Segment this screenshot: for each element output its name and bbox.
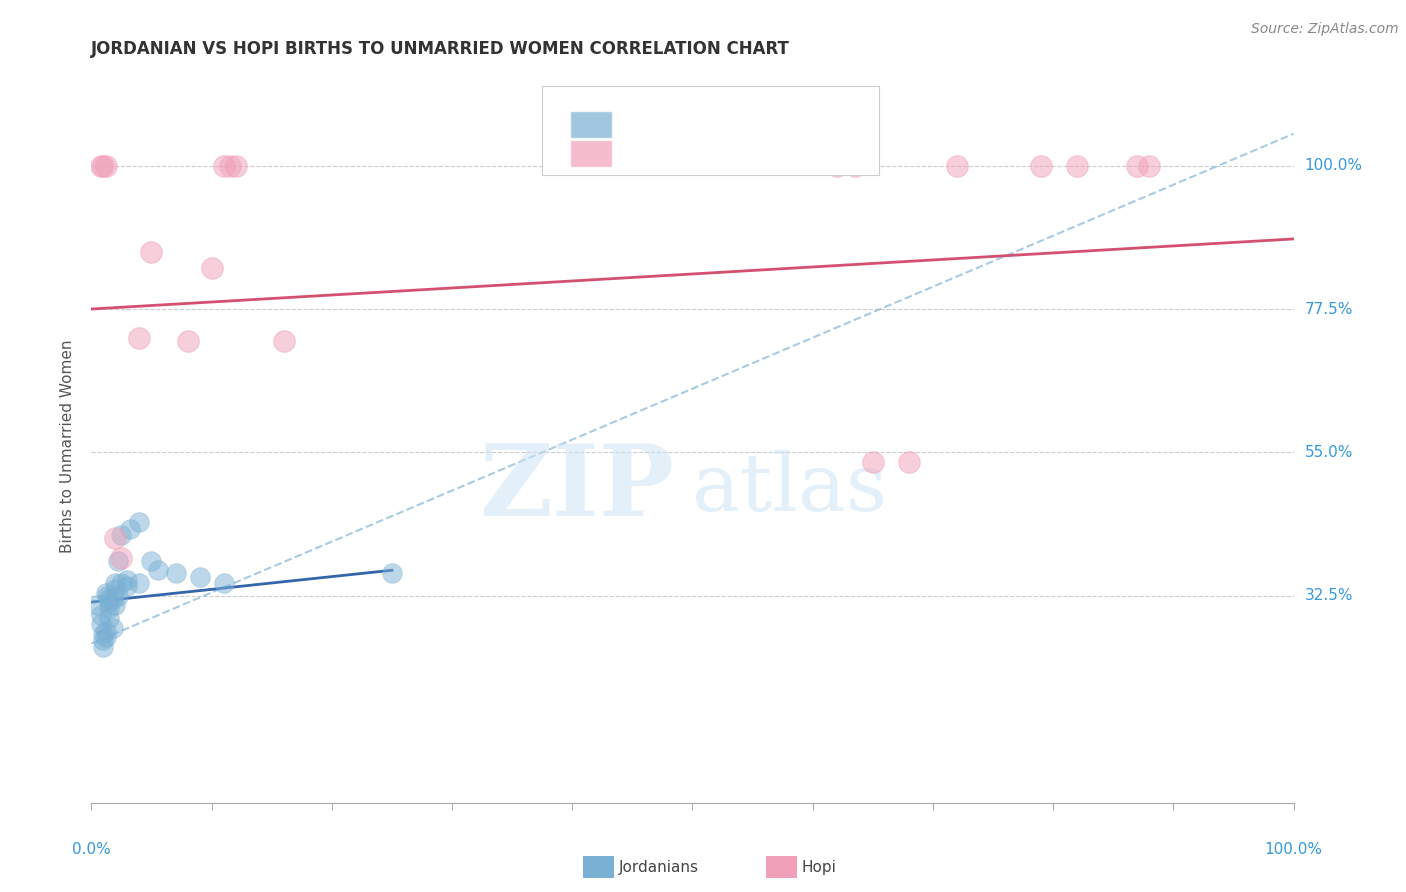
Text: 100.0%: 100.0%: [1264, 842, 1323, 856]
FancyBboxPatch shape: [569, 140, 612, 167]
Text: atlas: atlas: [692, 450, 887, 528]
Point: [98, 601, 121, 615]
Point: [1066, 159, 1088, 173]
Point: [93, 159, 115, 173]
Point: [128, 576, 150, 591]
Text: Hopi: Hopi: [801, 860, 837, 874]
Point: [1137, 159, 1160, 173]
FancyBboxPatch shape: [569, 111, 612, 138]
Point: [117, 579, 139, 593]
Point: [101, 591, 124, 606]
Point: [93, 640, 115, 654]
Point: [90, 607, 112, 622]
Point: [165, 566, 187, 581]
Text: Jordanians: Jordanians: [619, 860, 699, 874]
Point: [90, 159, 112, 173]
Point: [90, 617, 112, 632]
Point: [946, 159, 969, 173]
Point: [897, 455, 920, 469]
Point: [98, 611, 121, 625]
Point: [862, 455, 884, 469]
Text: 77.5%: 77.5%: [1305, 301, 1353, 317]
Point: [98, 595, 121, 609]
Point: [98, 591, 121, 606]
Point: [825, 159, 848, 173]
Point: [1029, 159, 1052, 173]
Point: [110, 550, 132, 565]
Point: [381, 566, 404, 581]
Point: [128, 331, 150, 345]
Point: [110, 576, 132, 591]
Point: [218, 159, 240, 173]
Point: [118, 522, 141, 536]
Point: [94, 159, 117, 173]
Point: [104, 532, 127, 546]
Point: [94, 630, 117, 644]
Point: [141, 554, 163, 568]
Point: [86, 599, 108, 613]
Point: [104, 582, 127, 597]
Point: [96, 589, 118, 603]
Point: [146, 563, 169, 577]
Point: [201, 260, 224, 275]
Text: JORDANIAN VS HOPI BIRTHS TO UNMARRIED WOMEN CORRELATION CHART: JORDANIAN VS HOPI BIRTHS TO UNMARRIED WO…: [91, 40, 790, 58]
Point: [104, 599, 127, 613]
Text: 0.0%: 0.0%: [72, 842, 111, 856]
Point: [94, 624, 117, 638]
Point: [101, 621, 124, 635]
Text: ZIP: ZIP: [479, 441, 675, 537]
Text: 32.5%: 32.5%: [1305, 588, 1353, 603]
Point: [128, 516, 150, 530]
Point: [94, 585, 117, 599]
Point: [1126, 159, 1149, 173]
Point: [225, 159, 247, 173]
Text: Source: ZipAtlas.com: Source: ZipAtlas.com: [1251, 22, 1399, 37]
Text: 100.0%: 100.0%: [1305, 158, 1362, 173]
Point: [107, 589, 129, 603]
Point: [212, 576, 235, 591]
Text: 55.0%: 55.0%: [1305, 445, 1353, 460]
FancyBboxPatch shape: [543, 86, 879, 175]
Point: [176, 334, 198, 348]
Point: [844, 159, 866, 173]
Point: [93, 627, 115, 641]
Point: [110, 528, 132, 542]
Point: [117, 573, 139, 587]
Point: [141, 244, 163, 259]
Text: R = 0.158   N = 34: R = 0.158 N = 34: [626, 115, 790, 134]
Point: [104, 576, 127, 591]
Point: [188, 569, 211, 583]
Point: [273, 334, 295, 348]
Point: [107, 554, 129, 568]
Y-axis label: Births to Unmarried Women: Births to Unmarried Women: [60, 339, 76, 553]
Point: [212, 159, 235, 173]
Text: R = 0.210   N = 22: R = 0.210 N = 22: [626, 145, 790, 162]
Point: [93, 633, 115, 648]
